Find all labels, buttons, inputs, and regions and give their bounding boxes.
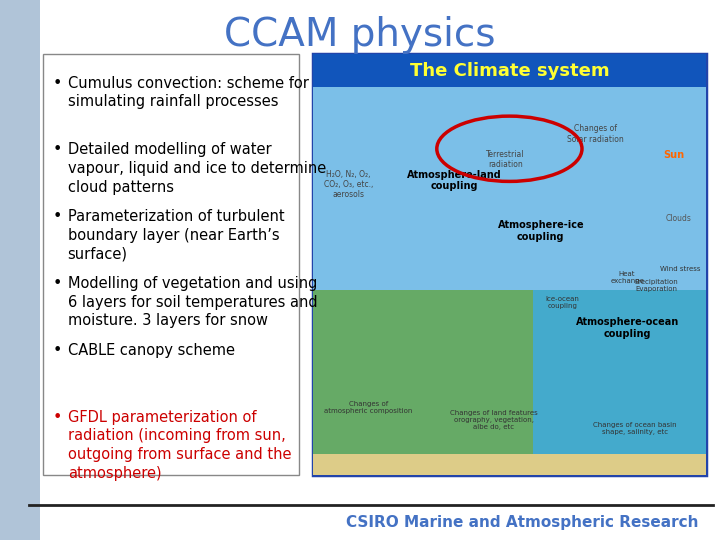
Text: •: • bbox=[53, 76, 62, 91]
Text: The Climate system: The Climate system bbox=[410, 62, 609, 80]
Text: •: • bbox=[53, 210, 62, 224]
Bar bbox=[313, 454, 706, 475]
Text: GFDL parameterization of
radiation (incoming from sun,
outgoing from surface and: GFDL parameterization of radiation (inco… bbox=[68, 410, 291, 481]
Text: Atmosphere-ocean
coupling: Atmosphere-ocean coupling bbox=[575, 317, 679, 339]
Bar bbox=[313, 87, 706, 290]
Bar bbox=[313, 54, 706, 475]
Bar bbox=[313, 54, 706, 87]
Text: Changes of land features
orography, vegetation,
albe do, etc: Changes of land features orography, vege… bbox=[450, 410, 538, 430]
Text: H₂O, N₂, O₂,
CO₂, O₃, etc.,
aerosols: H₂O, N₂, O₂, CO₂, O₃, etc., aerosols bbox=[324, 170, 373, 199]
Text: Changes of
atmospheric composition: Changes of atmospheric composition bbox=[324, 401, 413, 414]
Text: CABLE canopy scheme: CABLE canopy scheme bbox=[68, 343, 235, 358]
Text: Heat
exchange: Heat exchange bbox=[610, 271, 644, 284]
Text: Parameterization of turbulent
boundary layer (near Earth’s
surface): Parameterization of turbulent boundary l… bbox=[68, 210, 284, 261]
Text: Precipitation
Evaporation: Precipitation Evaporation bbox=[634, 279, 678, 292]
Text: Ice-ocean
coupling: Ice-ocean coupling bbox=[546, 296, 580, 309]
Text: Clouds: Clouds bbox=[665, 214, 691, 223]
Bar bbox=[43, 54, 299, 475]
Text: •: • bbox=[53, 276, 62, 291]
Bar bbox=[0, 0, 40, 540]
Text: Sun: Sun bbox=[664, 150, 685, 160]
Text: Wind stress: Wind stress bbox=[660, 266, 701, 272]
Text: Atmosphere-land
coupling: Atmosphere-land coupling bbox=[407, 170, 502, 191]
Text: Detailed modelling of water
vapour, liquid and ice to determine
cloud patterns: Detailed modelling of water vapour, liqu… bbox=[68, 143, 326, 194]
Text: CCAM physics: CCAM physics bbox=[224, 16, 496, 54]
Text: •: • bbox=[53, 343, 62, 358]
Text: Modelling of vegetation and using
6 layers for soil temperatures and
moisture. 3: Modelling of vegetation and using 6 laye… bbox=[68, 276, 318, 328]
Text: Atmosphere-ice
coupling: Atmosphere-ice coupling bbox=[498, 220, 584, 242]
Text: Changes of
Solar radiation: Changes of Solar radiation bbox=[567, 124, 624, 144]
Text: CSIRO Marine and Atmospheric Research: CSIRO Marine and Atmospheric Research bbox=[346, 515, 698, 530]
Bar bbox=[313, 290, 533, 454]
Text: •: • bbox=[53, 410, 62, 425]
Bar bbox=[533, 290, 706, 454]
Text: Changes of ocean basin
shape, salinity, etc: Changes of ocean basin shape, salinity, … bbox=[593, 422, 677, 435]
Text: Cumulus convection: scheme for
simulating rainfall processes: Cumulus convection: scheme for simulatin… bbox=[68, 76, 309, 109]
Text: •: • bbox=[53, 143, 62, 158]
Text: Terrestrial
radiation: Terrestrial radiation bbox=[486, 150, 525, 169]
